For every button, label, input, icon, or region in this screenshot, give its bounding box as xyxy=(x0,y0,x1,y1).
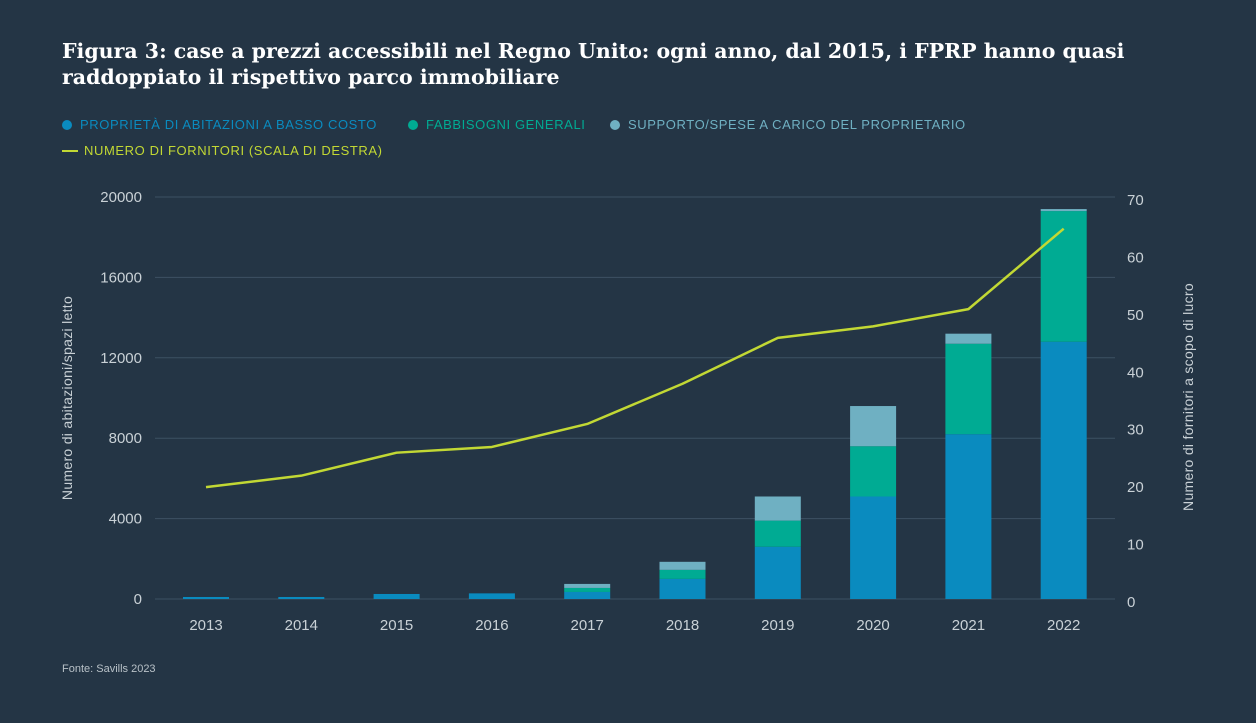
legend-label-general-needs: FABBISOGNI GENERALI xyxy=(426,117,586,132)
bar-general-needs xyxy=(1040,211,1087,342)
y-tick-left: 20000 xyxy=(100,189,142,206)
y-tick-left: 12000 xyxy=(100,350,142,367)
y-tick-right: 10 xyxy=(1127,537,1144,554)
bar-general-needs xyxy=(659,569,706,579)
bar-supported xyxy=(945,333,992,344)
y-tick-right: 60 xyxy=(1127,249,1144,266)
legend-swatch-low-cost-ownership xyxy=(62,119,72,130)
y-tick-right: 70 xyxy=(1127,192,1144,209)
legend-item-supported: SUPPORTO/SPESE A CARICO DEL PROPRIETARIO xyxy=(610,117,966,132)
x-tick-label: 2021 xyxy=(952,617,985,634)
bars xyxy=(183,209,1087,599)
x-tick-label: 2022 xyxy=(1047,617,1080,634)
legend-swatch-supported xyxy=(610,119,620,130)
bar-general-needs xyxy=(850,446,897,497)
bar-general-needs xyxy=(564,587,611,592)
legend-swatch-providers xyxy=(62,149,78,152)
legend-swatch-general-needs xyxy=(408,119,418,130)
bar-low-cost-ownership xyxy=(1040,341,1087,599)
bar-low-cost-ownership xyxy=(183,596,229,599)
x-tick-label: 2013 xyxy=(189,617,222,634)
y-tick-left: 16000 xyxy=(100,269,142,286)
bar-low-cost-ownership xyxy=(850,496,897,599)
legend-label-low-cost-ownership: PROPRIETÀ DI ABITAZIONI A BASSO COSTO xyxy=(80,117,377,132)
x-axis: 2013 2014 2015 2016 2017 2018 2019 2020 2021 2022 xyxy=(189,617,1080,634)
y-tick-left: 4000 xyxy=(109,511,142,528)
bar-low-cost-ownership xyxy=(754,546,801,599)
x-tick-label: 2016 xyxy=(475,617,508,634)
bar-supported xyxy=(850,406,897,447)
bar-low-cost-ownership xyxy=(945,434,992,599)
bar-general-needs xyxy=(945,343,992,435)
y-tick-left: 8000 xyxy=(109,430,142,447)
bar-low-cost-ownership xyxy=(278,596,325,599)
chart-title: Figura 3: case a prezzi accessibili nel … xyxy=(62,39,1125,89)
bar-supported xyxy=(564,583,611,588)
x-tick-label: 2020 xyxy=(856,617,889,634)
y-tick-right: 50 xyxy=(1127,307,1144,324)
bar-supported xyxy=(659,561,706,570)
legend-item-general-needs: FABBISOGNI GENERALI xyxy=(408,117,586,132)
providers-line-group xyxy=(205,227,1065,489)
bar-low-cost-ownership xyxy=(564,591,611,599)
y-axis-left: 0 4000 8000 12000 16000 20000 xyxy=(100,189,142,608)
x-tick-label: 2017 xyxy=(571,617,604,634)
x-tick-label: 2018 xyxy=(666,617,699,634)
y-axis-left-title: Numero di abitazioni/spazi letto xyxy=(59,296,75,500)
bar-supported xyxy=(1040,209,1087,212)
legend-label-supported: SUPPORTO/SPESE A CARICO DEL PROPRIETARIO xyxy=(628,117,966,132)
bar-low-cost-ownership xyxy=(468,593,515,599)
bar-supported xyxy=(754,496,801,521)
bar-low-cost-ownership xyxy=(373,593,420,599)
x-tick-label: 2014 xyxy=(285,617,318,634)
y-axis-right-title: Numero di fornitori a scopo di lucro xyxy=(1180,283,1196,511)
y-tick-left: 0 xyxy=(134,591,142,608)
y-tick-right: 0 xyxy=(1127,594,1135,611)
x-tick-label: 2015 xyxy=(380,617,413,634)
y-tick-right: 20 xyxy=(1127,479,1144,496)
legend-label-providers: NUMERO DI FORNITORI (SCALA DI DESTRA) xyxy=(84,143,383,158)
x-tick-label: 2019 xyxy=(761,617,794,634)
providers-line xyxy=(205,227,1065,489)
y-tick-right: 40 xyxy=(1127,364,1144,381)
legend-item-providers: NUMERO DI FORNITORI (SCALA DI DESTRA) xyxy=(62,143,383,158)
legend-item-low-cost-ownership: PROPRIETÀ DI ABITAZIONI A BASSO COSTO xyxy=(62,117,377,132)
source-note: Fonte: Savills 2023 xyxy=(62,663,156,675)
bar-low-cost-ownership xyxy=(659,578,706,599)
y-axis-right: 0 10 20 30 40 50 60 70 xyxy=(1127,192,1144,611)
bar-general-needs xyxy=(754,520,801,547)
y-tick-right: 30 xyxy=(1127,422,1144,439)
